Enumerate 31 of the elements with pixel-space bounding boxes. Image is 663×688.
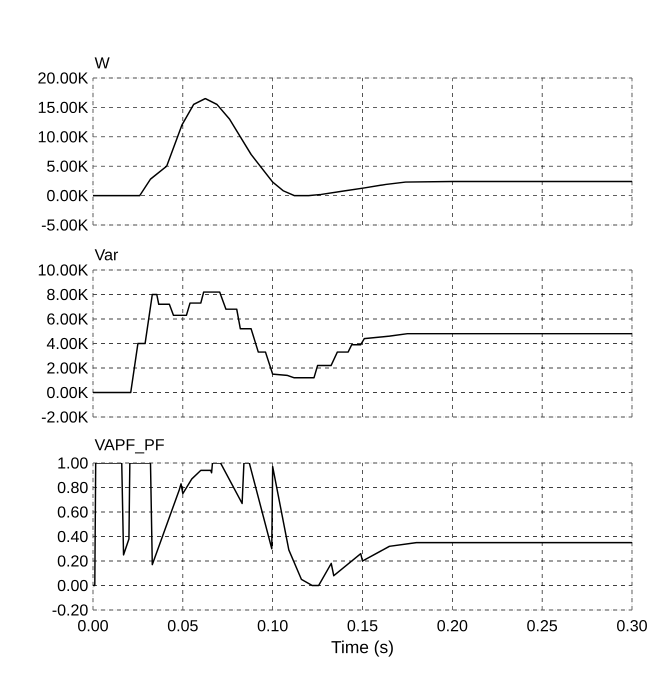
x-tick-label: 0.15 [348,620,378,632]
y-tick-label: 6.00K [47,313,88,325]
y-tick-label: -2.00K [42,411,88,423]
chart-title: VAPF_PF [94,439,164,454]
y-tick-label: 15.00K [38,102,88,114]
x-tick-label: 0.20 [437,620,468,632]
y-tick-label: 20.00K [38,72,88,84]
y-tick-label: 10.00K [38,264,88,276]
x-tick-label: 0.30 [617,620,647,632]
y-tick-label: -0.20 [52,604,88,616]
y-tick-label: 8.00K [47,288,88,300]
y-tick-label: 0.60 [58,506,88,518]
y-tick-label: 0.00K [47,190,88,202]
y-tick-label: 0.20 [58,555,88,567]
x-tick-label: 0.00 [78,620,108,632]
chart-title: W [94,57,110,68]
y-tick-label: 0.40 [58,530,88,542]
x-tick-label: 0.25 [527,620,558,632]
y-tick-label: -5.00K [42,219,88,231]
y-tick-label: 2.00K [47,362,88,374]
y-tick-label: 0.00K [47,386,88,398]
chart-title: Var [94,249,118,260]
y-tick-label: 1.00 [58,457,88,469]
y-tick-label: 0.80 [58,482,88,494]
x-tick-label: 0.05 [168,620,198,632]
y-tick-label: 5.00K [47,160,88,172]
y-tick-label: 10.00K [38,131,88,142]
y-tick-label: 4.00K [46,338,88,350]
x-tick-label: 0.10 [258,620,288,632]
y-tick-label: 0.00 [58,580,88,592]
x-axis-title: Time (s) [331,640,393,657]
